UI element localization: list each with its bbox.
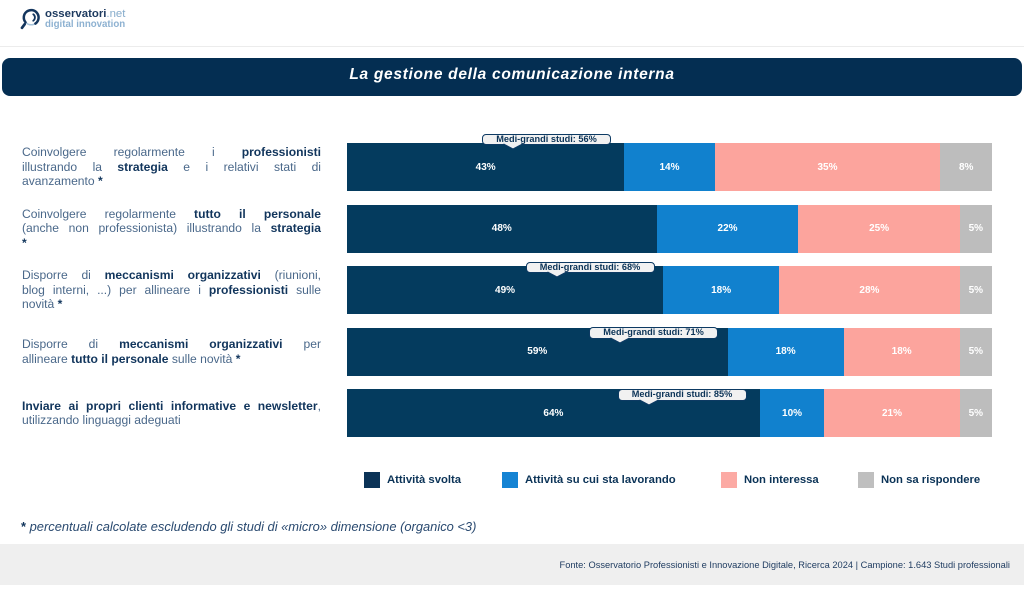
svg-text:digital innovation: digital innovation	[45, 19, 125, 30]
svg-text:osservatori.net: osservatori.net	[45, 8, 126, 20]
